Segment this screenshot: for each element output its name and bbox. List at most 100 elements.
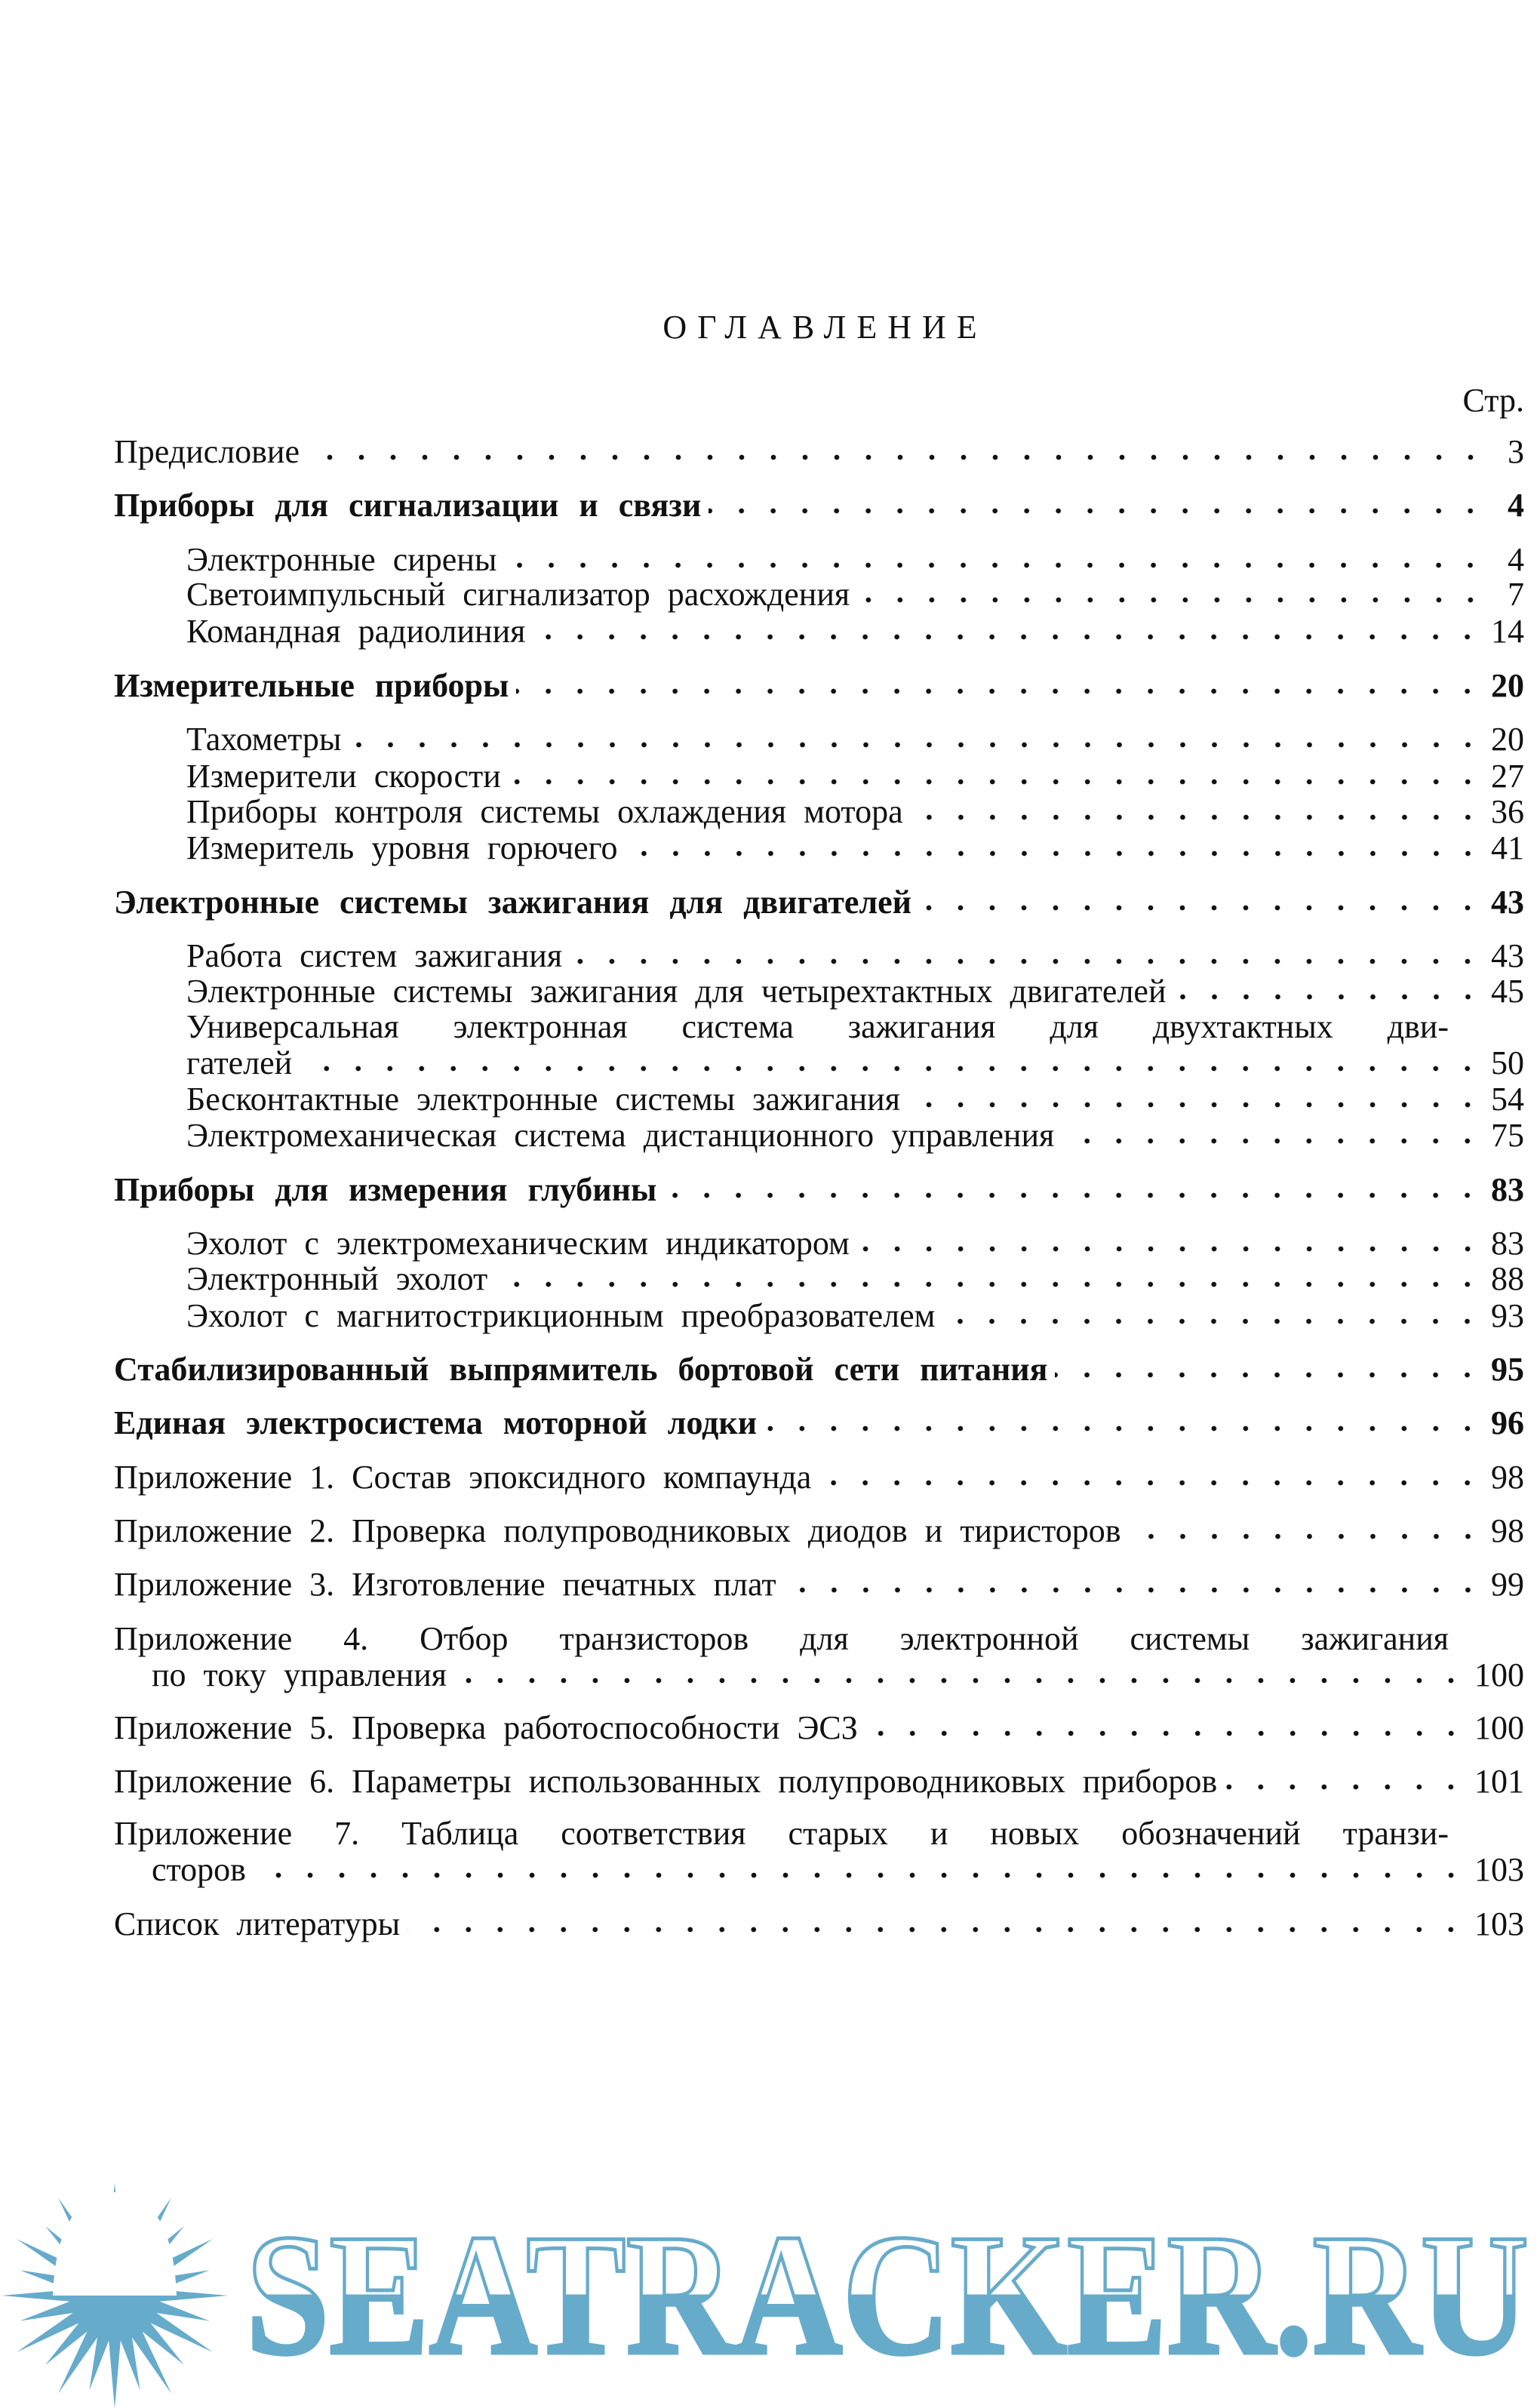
toc-entry: Приложение 1. Состав эпоксидного компаун… bbox=[114, 1459, 1524, 1496]
toc-entry-label: Приложение 5. Проверка работоспособности… bbox=[114, 1708, 858, 1746]
toc-entry-label: Приборы для сигнализации и связи bbox=[114, 487, 702, 524]
toc-entry-label: Стабилизированный выпрямитель бортовой с… bbox=[114, 1351, 1048, 1389]
toc-entry-label: Универсальная электронная система зажига… bbox=[186, 1007, 1449, 1045]
toc-entry: Бесконтактные электронные системы зажига… bbox=[186, 1081, 1524, 1118]
toc-page-number: 36 bbox=[1491, 792, 1524, 830]
dot-leader bbox=[910, 811, 1483, 823]
toc-page-number: 50 bbox=[1491, 1044, 1524, 1081]
toc-page-number: 95 bbox=[1491, 1351, 1524, 1389]
toc-entry: Работа систем зажигания 43 bbox=[186, 938, 1524, 974]
dot-leader bbox=[819, 1477, 1483, 1488]
toc-entry: Приложение 5. Проверка работоспособности… bbox=[114, 1708, 1524, 1746]
toc-page-number: 101 bbox=[1474, 1762, 1524, 1800]
toc-entry: Электромеханическая система дистанционно… bbox=[186, 1118, 1524, 1154]
seatracker-logo: SEATRACKER.RU bbox=[2, 2182, 1531, 2408]
toc-page-number: 75 bbox=[1491, 1117, 1524, 1155]
toc-entry-label-continued: сторов bbox=[152, 1851, 246, 1889]
dot-leader bbox=[349, 739, 1483, 750]
toc-entry-label: Приложение 4. Отбор транзисторов для эле… bbox=[114, 1619, 1449, 1657]
toc-page-number: 27 bbox=[1491, 757, 1524, 795]
dot-leader bbox=[495, 1278, 1483, 1290]
dot-leader bbox=[300, 1063, 1483, 1074]
dot-leader bbox=[253, 1870, 1467, 1881]
dot-leader bbox=[1225, 1781, 1467, 1792]
dot-leader bbox=[857, 595, 1486, 606]
toc-entry-label: Приложение 3. Изготовление печатных плат bbox=[114, 1566, 776, 1604]
toc-entry: Электронные сирены 4 bbox=[186, 540, 1524, 578]
toc-entry-label-continued: гателей bbox=[186, 1044, 293, 1081]
toc-page-number: 96 bbox=[1491, 1404, 1524, 1442]
toc-entry-label: Эхолот с магнитострикционным преобразова… bbox=[186, 1296, 936, 1334]
page-title: ОГЛАВЛЕНИЕ bbox=[662, 309, 988, 346]
dot-leader bbox=[664, 1189, 1483, 1201]
dot-leader bbox=[783, 1585, 1483, 1596]
toc-page-number: 54 bbox=[1491, 1080, 1524, 1118]
toc-page-number: 41 bbox=[1491, 829, 1524, 867]
toc-page-number: 100 bbox=[1474, 1656, 1524, 1693]
toc-page-number: 7 bbox=[1508, 576, 1524, 614]
page-column-label: Стр. bbox=[1462, 382, 1524, 419]
dot-leader bbox=[865, 1727, 1467, 1739]
toc-page-number: 100 bbox=[1474, 1708, 1524, 1746]
toc-page-number: 4 bbox=[1508, 540, 1524, 578]
toc-entry-label: Электромеханическая система дистанционно… bbox=[186, 1117, 1055, 1155]
toc-page-number: 83 bbox=[1491, 1170, 1524, 1208]
dot-leader bbox=[1173, 991, 1483, 1002]
toc-entry: Единая электросистема моторной лодки 96 bbox=[114, 1405, 1524, 1441]
toc-entry: Список литературы 103 bbox=[114, 1906, 1524, 1942]
dot-leader bbox=[907, 1099, 1483, 1110]
toc-entry-label: Командная радиолиния bbox=[186, 613, 526, 650]
dot-leader bbox=[570, 956, 1483, 967]
toc-entry: Эхолот с электромеханическим индикатором… bbox=[186, 1226, 1524, 1262]
toc-entry: Приложение 2. Проверка полупроводниковых… bbox=[114, 1512, 1524, 1549]
toc-entry: Приложение 4. Отбор транзисторов для эле… bbox=[114, 1619, 1524, 1693]
toc-entry-label: Приложение 1. Состав эпоксидного компаун… bbox=[114, 1458, 812, 1496]
dot-leader bbox=[533, 632, 1483, 643]
toc-entry-label: Электронные системы зажигания для четыре… bbox=[186, 972, 1167, 1010]
toc-page-number: 4 bbox=[1508, 487, 1524, 524]
toc-entry-label: Электронные сирены bbox=[186, 540, 497, 578]
toc-entry: Приложение 3. Изготовление печатных плат… bbox=[114, 1567, 1524, 1603]
dot-leader bbox=[307, 451, 1486, 463]
toc-entry-label: Приборы контроля системы охлаждения мото… bbox=[186, 792, 903, 830]
toc-entry-label: Измеритель уровня горючего bbox=[186, 829, 618, 867]
dot-leader bbox=[942, 1315, 1483, 1327]
toc-entry-label: Приложение 7. Таблица соответствия стары… bbox=[114, 1815, 1449, 1853]
sun-icon bbox=[2, 2182, 228, 2408]
toc-page-number: 98 bbox=[1491, 1512, 1524, 1549]
toc-entry: Электронные системы зажигания для двигат… bbox=[114, 884, 1524, 921]
toc-entry: Приборы для измерения глубины 83 bbox=[114, 1170, 1524, 1208]
toc-entry: Измерители скорости 27 bbox=[186, 758, 1524, 795]
toc-page-number: 45 bbox=[1491, 972, 1524, 1010]
toc-entry-label: Приложение 2. Проверка полупроводниковых… bbox=[114, 1512, 1121, 1549]
toc-entry: Стабилизированный выпрямитель бортовой с… bbox=[114, 1352, 1524, 1388]
toc-entry: Светоимпульсный сигнализатор расхождения… bbox=[186, 577, 1524, 613]
toc-entry-label: Бесконтактные электронные системы зажига… bbox=[186, 1080, 900, 1118]
watermark-text: SEATRACKER.RU bbox=[246, 2198, 1529, 2391]
toc-page-number: 88 bbox=[1491, 1259, 1524, 1297]
toc-entry-label: Работа систем зажигания bbox=[186, 937, 563, 975]
dot-leader bbox=[1062, 1136, 1483, 1147]
toc-page-number: 98 bbox=[1491, 1458, 1524, 1496]
dot-leader bbox=[454, 1675, 1467, 1686]
toc-page-number: 103 bbox=[1474, 1905, 1524, 1943]
toc-entry: Приборы для сигнализации и связи 4 bbox=[114, 487, 1524, 524]
dot-leader bbox=[508, 776, 1483, 787]
toc-entry: Измеритель уровня горючего 41 bbox=[186, 830, 1524, 866]
toc-page-number: 20 bbox=[1491, 666, 1524, 704]
toc-entry: Тахометры 20 bbox=[186, 721, 1524, 758]
toc-entry-label: Электронный эхолот bbox=[186, 1259, 488, 1297]
toc-page-number: 43 bbox=[1491, 937, 1524, 975]
toc-entry-label: Тахометры bbox=[186, 720, 342, 758]
toc-entry: Командная радиолиния 14 bbox=[186, 614, 1524, 650]
toc-entry-label: Приложение 6. Параметры использованных п… bbox=[114, 1762, 1218, 1800]
toc-entry: Приборы контроля системы охлаждения мото… bbox=[186, 792, 1524, 830]
toc-entry-label: Измерители скорости bbox=[186, 757, 501, 795]
toc-entry: Электронные системы зажигания для четыре… bbox=[186, 973, 1524, 1010]
toc-entry-label: Светоимпульсный сигнализатор расхождения bbox=[186, 576, 850, 614]
dot-leader bbox=[625, 848, 1483, 860]
toc-entry-label: Предисловие bbox=[114, 432, 300, 470]
toc-page-number: 99 bbox=[1491, 1566, 1524, 1604]
dot-leader bbox=[1128, 1530, 1483, 1542]
toc-entry-label: Единая электросистема моторной лодки bbox=[114, 1404, 758, 1442]
